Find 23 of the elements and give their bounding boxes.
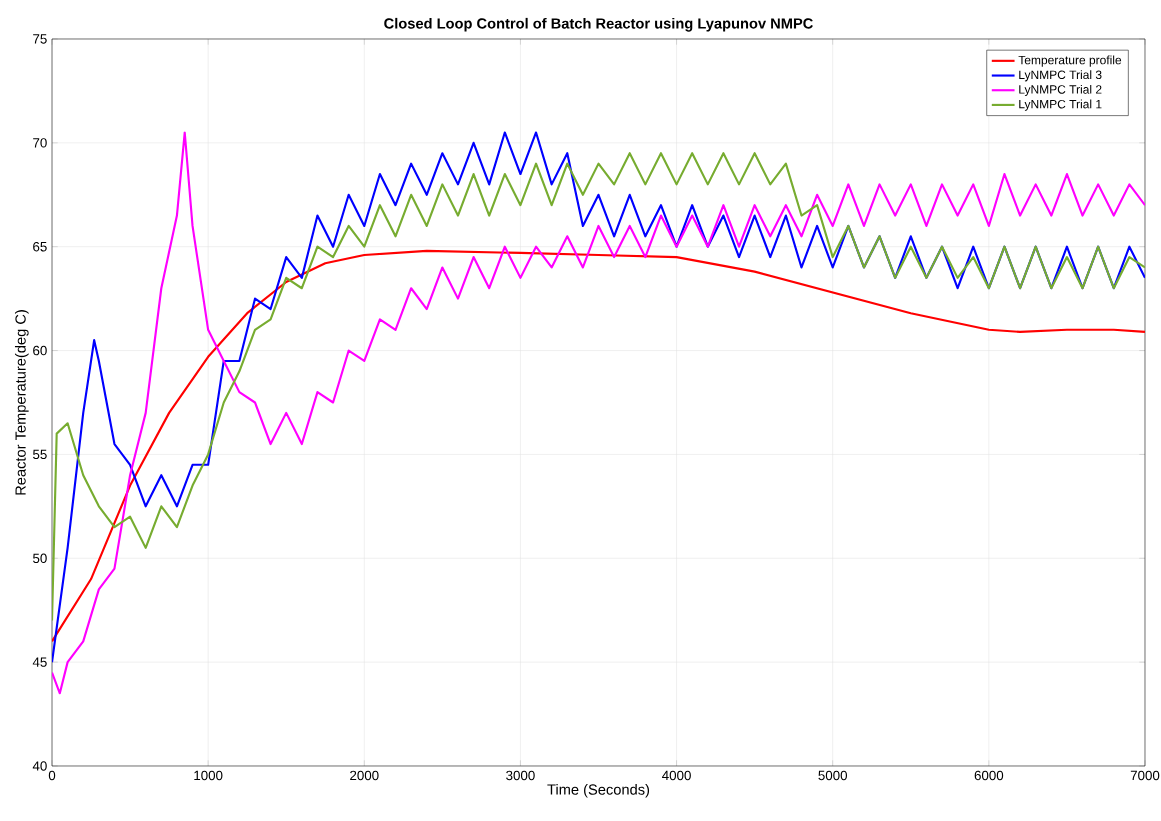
x-tick-label: 4000 [662,770,691,781]
legend-label: LyNMPC Trial 3 [1019,70,1102,82]
x-tick-label: 7000 [1130,770,1160,781]
x-tick-label: 0 [48,770,56,781]
legend-label: LyNMPC Trial 1 [1019,99,1102,111]
y-tick-label: 75 [33,34,47,44]
x-tick-label: 2000 [350,770,379,781]
y-tick-label: 60 [33,345,47,356]
y-axis-title: Reactor Temperature(deg C) [14,310,29,495]
y-tick-label: 50 [33,553,47,563]
y-tick-label: 55 [33,449,47,460]
x-axis-title: Time (Seconds) [547,783,650,798]
legend-label: LyNMPC Trial 2 [1019,84,1102,97]
y-tick-label: 70 [33,138,47,148]
y-tick-label: 40 [32,761,47,771]
x-tick-label: 5000 [818,770,848,781]
chart-title: Closed Loop Control of Batch Reactor using Lyapunov NMPC [384,17,813,32]
x-tick-label: 3000 [506,770,535,781]
y-tick-label: 45 [32,657,47,667]
x-tick-label: 6000 [974,770,1004,781]
legend-label: Temperature profile [1018,55,1122,67]
y-tick-label: 65 [33,241,47,252]
x-tick-label: 1000 [194,770,223,781]
